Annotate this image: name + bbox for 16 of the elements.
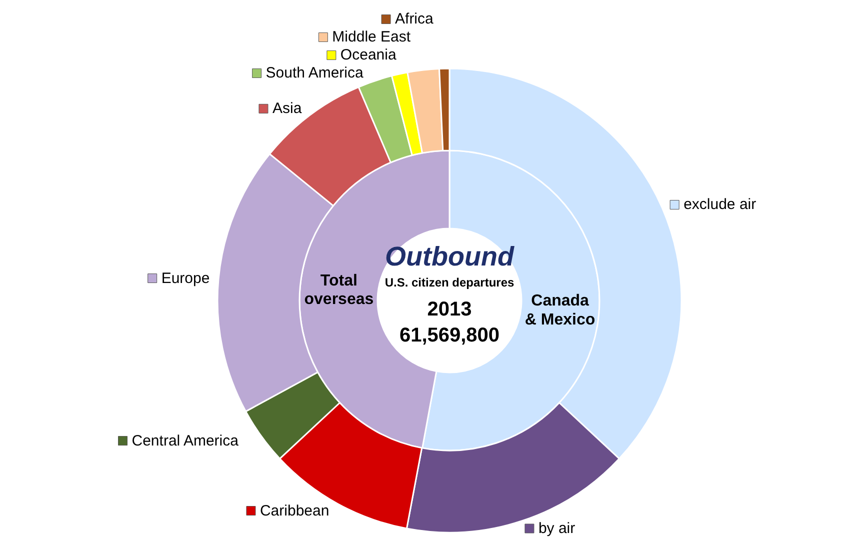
legend-label: Europe [161, 270, 210, 287]
legend-label: Central America [132, 432, 240, 450]
slice-label: Total overseas [304, 272, 374, 308]
legend-label: Middle East [332, 28, 412, 46]
legend-label: Asia [272, 100, 302, 118]
text: 2013 [427, 298, 472, 320]
legend-label: by air [538, 520, 576, 537]
legend-label: Caribbean [260, 502, 330, 520]
text: Outbound [385, 242, 514, 272]
text: 61,569,800 [399, 324, 500, 346]
legend-label: Africa [395, 10, 434, 28]
text: U.S. citizen departures [384, 276, 515, 290]
slice-label: Canada & Mexico [524, 292, 596, 328]
legend-label: Oceania [340, 46, 397, 64]
legend-label: South America [266, 64, 364, 82]
legend-label: exclude air [684, 196, 756, 214]
